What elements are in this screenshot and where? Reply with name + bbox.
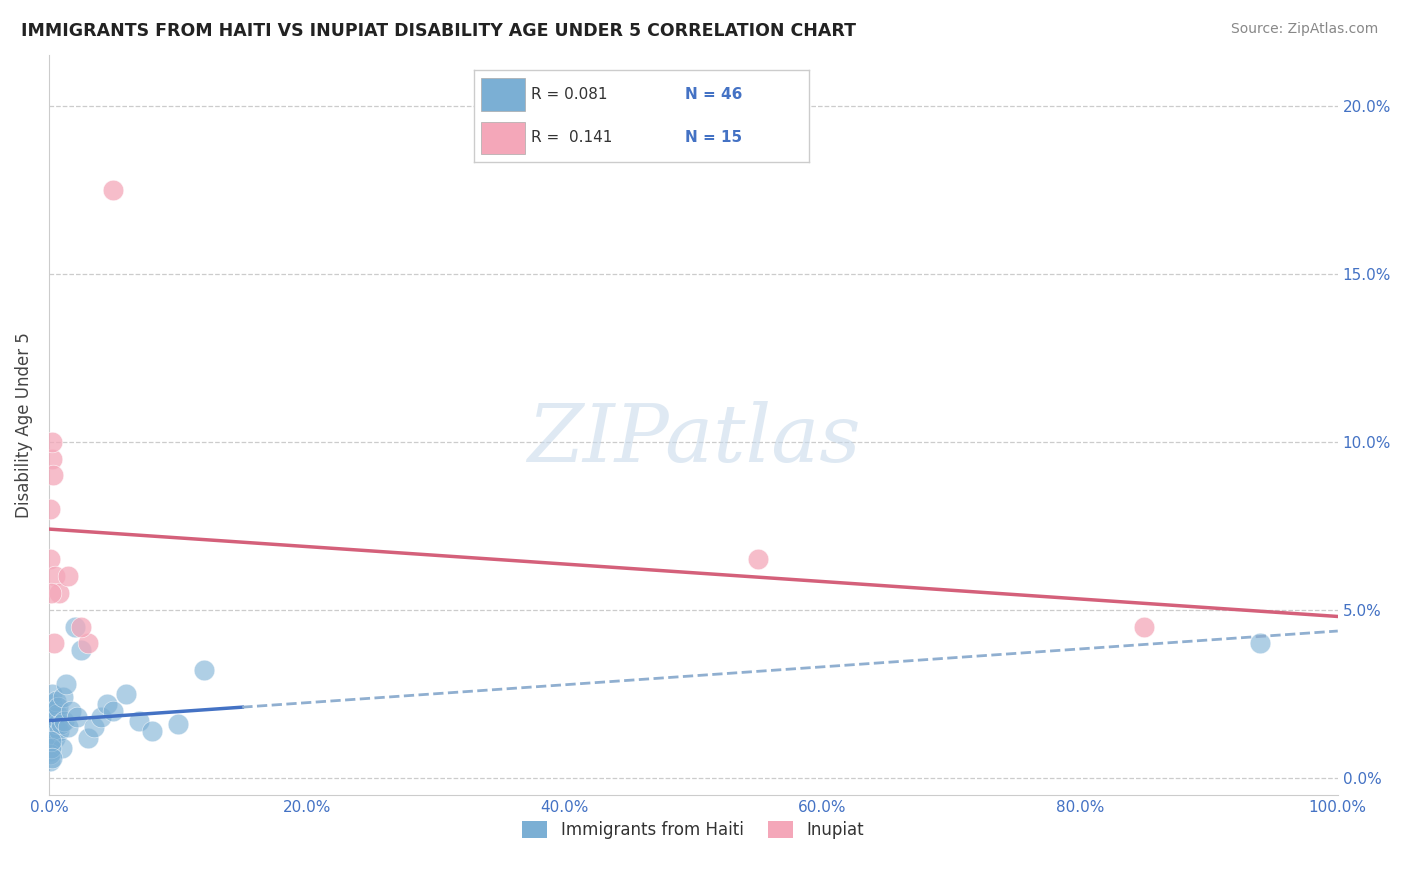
Point (76, 636, 98, 650)
Point (48, 586, 70, 600)
Point (66, 710, 89, 724)
Point (44, 710, 66, 724)
Point (42, 721, 65, 735)
Point (115, 687, 138, 701)
Point (55, 677, 77, 691)
Text: Source: ZipAtlas.com: Source: ZipAtlas.com (1230, 22, 1378, 37)
Point (45, 717, 67, 731)
Point (58, 569, 80, 583)
Point (39, 502, 62, 516)
Point (76, 731, 98, 745)
Point (38, 552, 60, 566)
Point (51, 740, 73, 755)
Point (53, 714, 76, 728)
Point (1249, 636, 1271, 650)
Point (39, 721, 62, 735)
Point (1133, 619, 1156, 633)
Point (59, 704, 82, 718)
Point (141, 723, 163, 738)
Legend: Immigrants from Haiti, Inupiat: Immigrants from Haiti, Inupiat (516, 814, 872, 846)
Point (103, 704, 125, 718)
Point (41, 434, 63, 449)
Point (103, 183, 125, 197)
Point (70, 643, 93, 657)
Point (42, 714, 65, 728)
Point (41, 687, 63, 701)
Point (42, 704, 65, 718)
Point (49, 717, 72, 731)
Point (42, 636, 65, 650)
Point (96, 697, 118, 711)
Point (39, 740, 62, 755)
Point (39, 734, 62, 748)
Point (39, 744, 62, 758)
Point (747, 552, 769, 566)
Point (41, 721, 63, 735)
Point (39, 737, 62, 751)
Point (52, 690, 75, 705)
Point (70, 619, 93, 633)
Point (46, 700, 69, 714)
Point (166, 717, 188, 731)
Point (63, 619, 86, 633)
Point (44, 731, 66, 745)
Point (38, 754, 60, 768)
Point (41, 727, 63, 741)
Point (46, 706, 69, 721)
Text: ZIPatlas: ZIPatlas (527, 401, 860, 478)
Point (41, 750, 63, 764)
Point (44, 569, 66, 583)
Point (41, 451, 63, 466)
Point (193, 663, 215, 677)
Point (39, 586, 62, 600)
Point (45, 693, 67, 707)
Point (48, 723, 70, 738)
Y-axis label: Disability Age Under 5: Disability Age Under 5 (15, 332, 32, 518)
Point (42, 468, 65, 483)
Point (58, 721, 80, 735)
Point (89, 710, 111, 724)
Point (41, 697, 63, 711)
Text: IMMIGRANTS FROM HAITI VS INUPIAT DISABILITY AGE UNDER 5 CORRELATION CHART: IMMIGRANTS FROM HAITI VS INUPIAT DISABIL… (21, 22, 856, 40)
Point (128, 714, 150, 728)
Point (83, 721, 105, 735)
Point (38, 731, 60, 745)
Point (39, 710, 62, 724)
Point (39, 704, 62, 718)
Point (39, 747, 62, 762)
